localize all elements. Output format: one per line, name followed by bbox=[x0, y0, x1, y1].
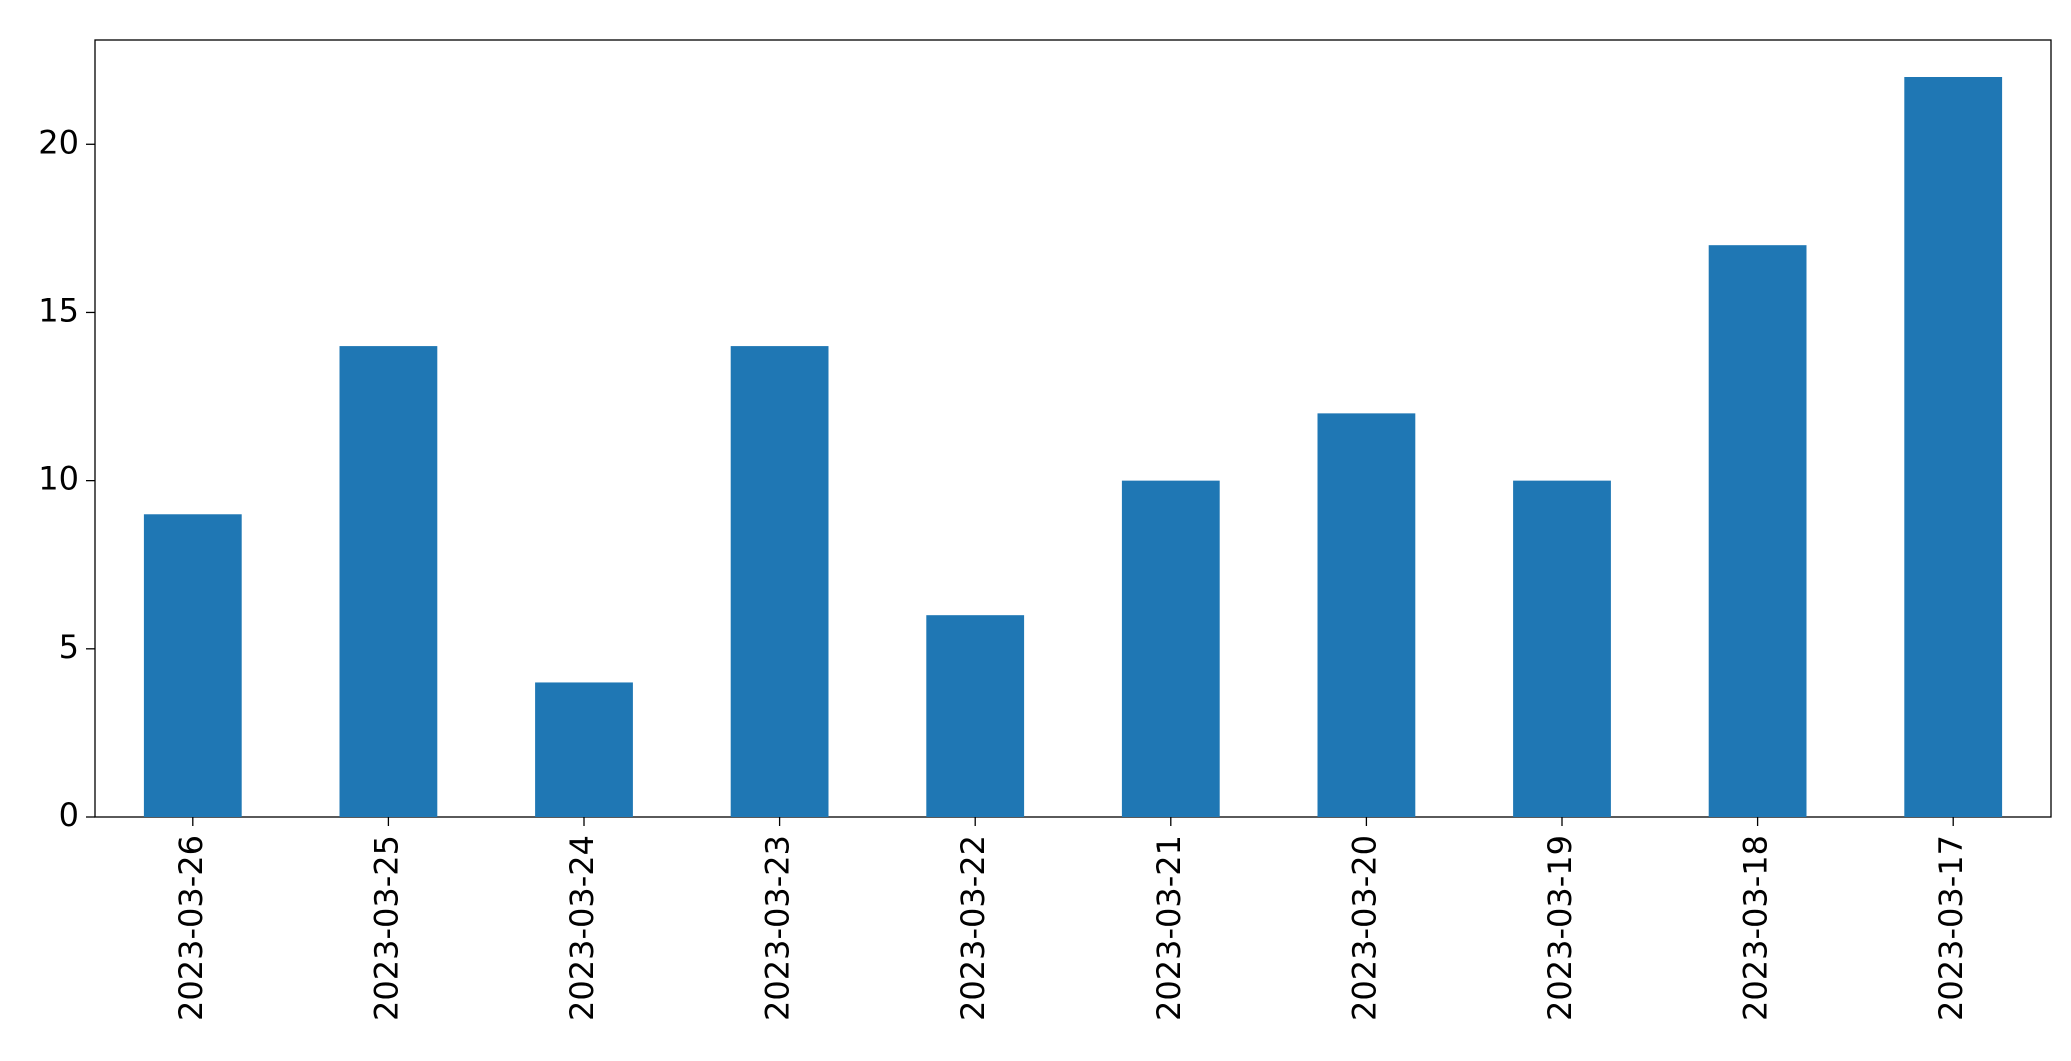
y-tick-label: 5 bbox=[59, 628, 79, 666]
x-tick-label: 2023-03-21 bbox=[1150, 835, 1188, 1021]
x-tick-label: 2023-03-18 bbox=[1737, 835, 1775, 1021]
x-tick-label: 2023-03-24 bbox=[563, 835, 601, 1021]
x-tick-label: 2023-03-25 bbox=[367, 835, 405, 1021]
bar bbox=[1708, 245, 1807, 817]
x-tick-label: 2023-03-26 bbox=[172, 835, 210, 1021]
bar bbox=[730, 346, 829, 817]
x-tick-label: 2023-03-20 bbox=[1345, 835, 1383, 1021]
bar bbox=[1121, 480, 1220, 817]
bar bbox=[926, 615, 1025, 817]
y-tick-label: 0 bbox=[59, 796, 79, 834]
bar bbox=[1317, 413, 1416, 817]
plot-frame bbox=[94, 39, 2052, 818]
y-tick-label: 15 bbox=[38, 291, 79, 329]
bar bbox=[143, 514, 242, 817]
bar bbox=[1904, 77, 2003, 817]
y-tick-label: 10 bbox=[38, 460, 79, 498]
y-tick-label: 20 bbox=[38, 123, 79, 161]
bar bbox=[1513, 480, 1611, 817]
bar bbox=[535, 682, 633, 817]
bar bbox=[339, 346, 438, 817]
x-tick-label: 2023-03-23 bbox=[759, 835, 797, 1021]
x-tick-label: 2023-03-17 bbox=[1932, 835, 1970, 1021]
x-tick-label: 2023-03-19 bbox=[1541, 835, 1579, 1021]
x-tick-label: 2023-03-22 bbox=[954, 835, 992, 1021]
